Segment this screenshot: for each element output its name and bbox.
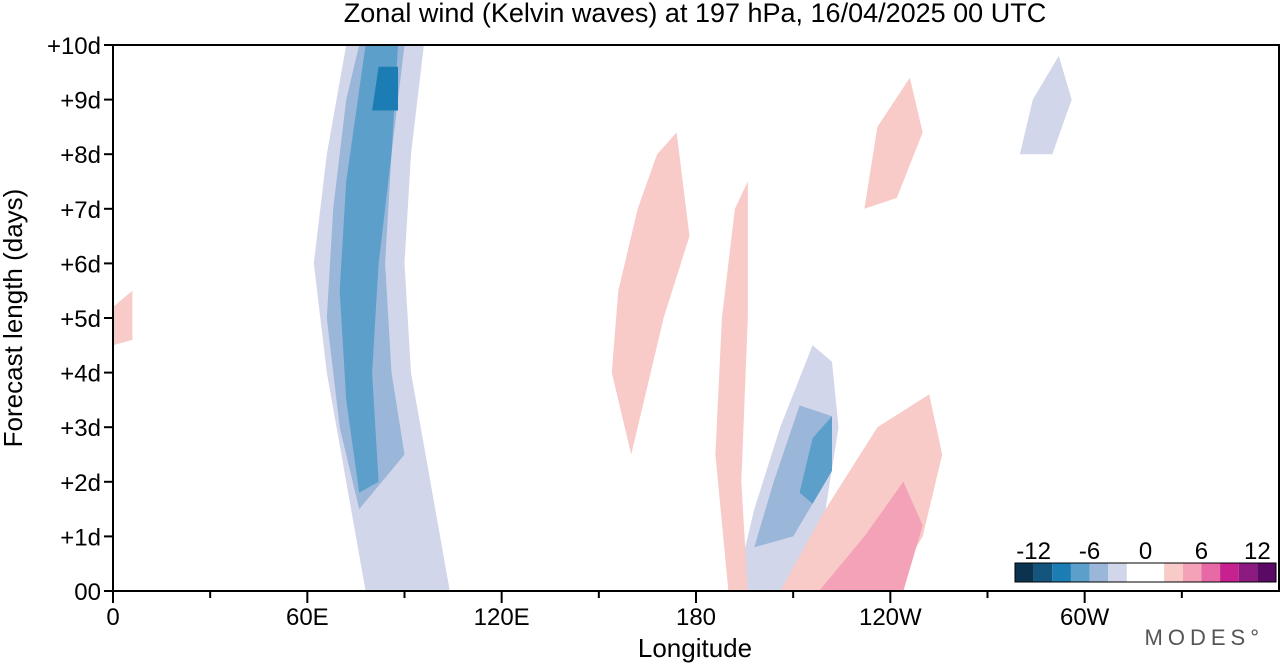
x-tick-label-3: 180: [676, 604, 716, 631]
modes-logo: MODES°: [1145, 625, 1264, 650]
colorbar-bin-10: [1220, 563, 1239, 582]
y-tick-label-5: +5d: [60, 306, 101, 333]
colorbar-border: [1014, 562, 1277, 583]
y-tick-label-3: +3d: [60, 415, 101, 442]
colorbar-bin-0: [1015, 563, 1034, 582]
colorbar-bin-8: [1182, 563, 1202, 582]
colorbar-bin-12: [1257, 563, 1276, 582]
colorbar: -12 -6 0 6 12: [1014, 538, 1277, 583]
axis-ticks: 0 60E 120E 180 120W 60W 00 +1d +2d +3d +4d +5d +6d +7…: [47, 33, 1183, 631]
x-axis-label: Longitude: [638, 633, 752, 663]
colorbar-tick-label-3: 6: [1195, 538, 1208, 565]
colorbar-bin-4: [1089, 563, 1109, 582]
contour-fills: [113, 45, 1072, 591]
colorbar-tick-label-1: -6: [1079, 538, 1100, 565]
chart-title: Zonal wind (Kelvin waves) at 197 hPa, 16…: [344, 0, 1046, 28]
x-tick-label-5: 60W: [1060, 604, 1110, 631]
contour-region-12: [1019, 55, 1072, 155]
colorbar-bin-7: [1164, 563, 1183, 582]
colorbar-tick-label-0: -12: [1016, 538, 1051, 565]
colorbar-bin-11: [1238, 563, 1258, 582]
contour-region-6: [799, 416, 832, 504]
colorbar-tick-label-2: 0: [1139, 538, 1152, 565]
y-tick-label-1: +1d: [60, 524, 101, 551]
colorbar-bin-1: [1033, 563, 1053, 582]
contour-region-3: [372, 66, 398, 111]
plot-frame: [112, 44, 1280, 592]
y-tick-label-2: +2d: [60, 470, 101, 497]
contour-region-2: [339, 45, 398, 493]
contour-region-9: [611, 132, 690, 455]
y-tick-label-9: +9d: [60, 88, 101, 115]
y-axis-label: Forecast length (days): [0, 189, 28, 448]
colorbar-bin-5: [1108, 563, 1127, 582]
colorbar-bin-6: [1126, 563, 1165, 582]
x-tick-label-4: 120W: [859, 604, 922, 631]
colorbar-bin-3: [1070, 563, 1090, 582]
y-tick-label-7: +7d: [60, 197, 101, 224]
colorbar-bin-2: [1052, 563, 1071, 582]
x-tick-label-2: 120E: [474, 604, 530, 631]
y-tick-label-6: +6d: [60, 251, 101, 278]
colorbar-bin-9: [1201, 563, 1221, 582]
x-tick-label-1: 60E: [286, 604, 329, 631]
y-tick-label-10: +10d: [47, 33, 101, 60]
colorbar-tick-label-4: 12: [1244, 538, 1271, 565]
contour-region-8: [819, 481, 923, 591]
y-tick-label-0: 00: [74, 579, 101, 606]
contour-region-10: [715, 181, 748, 591]
x-tick-label-0: 0: [106, 604, 119, 631]
y-tick-label-8: +8d: [60, 142, 101, 169]
contour-region-11: [864, 77, 923, 209]
contour-region-13: [113, 290, 133, 346]
y-tick-label-4: +4d: [60, 361, 101, 388]
